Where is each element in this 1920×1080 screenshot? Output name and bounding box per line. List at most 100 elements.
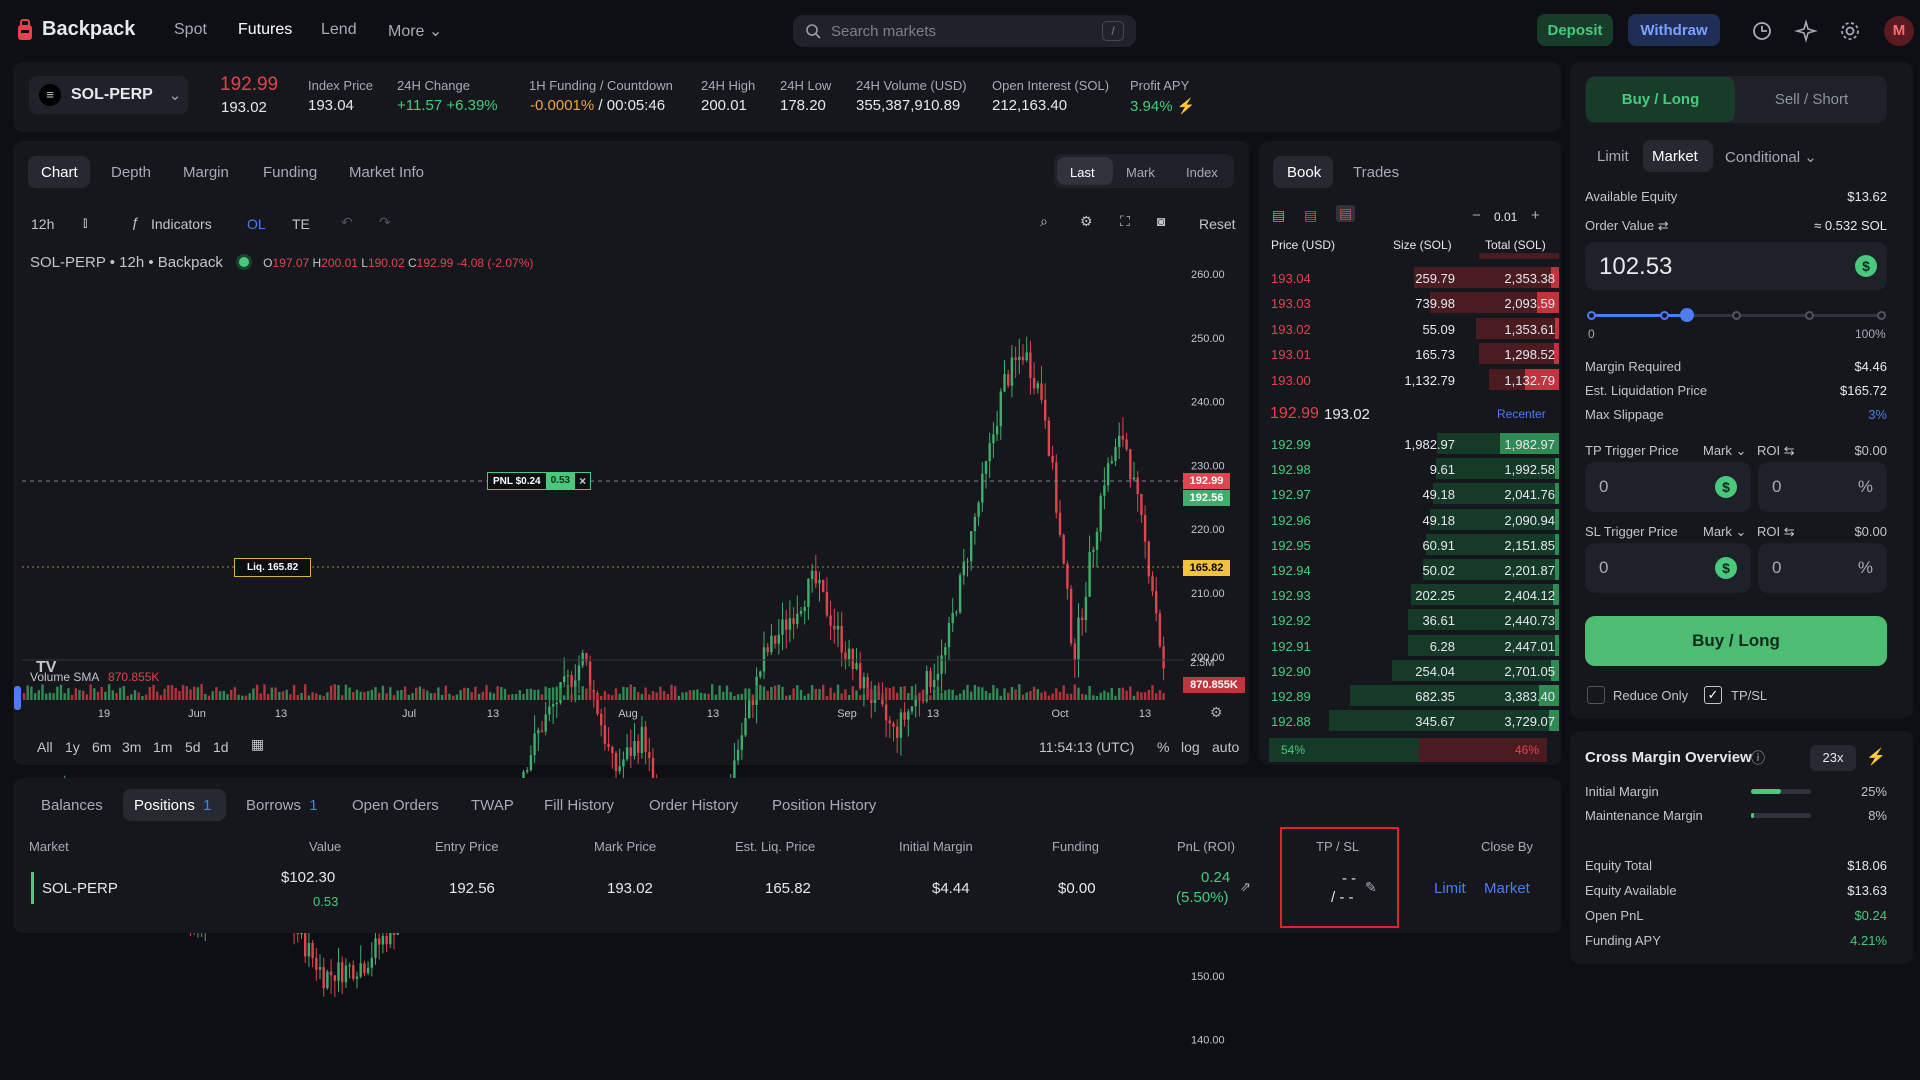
info-icon[interactable]: ⓘ (1751, 750, 1765, 766)
sl-mark-select[interactable]: Mark ⌄ (1703, 524, 1746, 540)
bid-row[interactable]: 192.89 682.35 3,383.40 (1269, 683, 1559, 707)
tick-size[interactable]: 0.01 (1494, 210, 1518, 224)
size-slider-handle[interactable] (1679, 308, 1694, 322)
scroll-handle[interactable] (14, 686, 21, 710)
submit-buy-button[interactable]: Buy / Long (1585, 616, 1887, 666)
book-both-icon[interactable]: ▤ (1272, 207, 1286, 223)
bid-row[interactable]: 192.90 254.04 2,701.05 (1269, 658, 1559, 682)
nav-futures[interactable]: Futures (238, 21, 293, 38)
tab-margin[interactable]: Margin (183, 164, 229, 181)
leverage-button[interactable]: 23x (1810, 745, 1856, 771)
te-button[interactable]: TE (292, 216, 310, 232)
type-market[interactable]: Market (1652, 148, 1698, 165)
withdraw-button[interactable]: Withdraw (1628, 14, 1720, 46)
range-all[interactable]: All (37, 739, 53, 755)
history-icon[interactable] (1750, 19, 1774, 43)
lightning-icon[interactable]: ⚡ (1866, 749, 1886, 766)
undo-icon[interactable]: ↶ (341, 214, 353, 230)
sparkle-icon[interactable] (1794, 19, 1818, 43)
bid-row[interactable]: 192.91 6.28 2,447.01 (1269, 633, 1559, 657)
bid-row[interactable]: 192.96 49.18 2,090.94 (1269, 507, 1559, 531)
ask-row[interactable]: 193.02 55.09 1,353.61 (1269, 316, 1559, 340)
deposit-button[interactable]: Deposit (1537, 14, 1613, 46)
swap-icon[interactable]: ⇄ (1657, 218, 1669, 233)
brand-logo[interactable]: Backpack (16, 18, 135, 41)
recenter-button[interactable]: Recenter (1497, 407, 1546, 421)
bid-row[interactable]: 192.98 9.61 1,992.58 (1269, 456, 1559, 480)
tp-roi-toggle[interactable]: ROI ⇆ (1757, 443, 1795, 459)
price-mode-mark[interactable]: Mark (1126, 165, 1155, 180)
sell-short-toggle[interactable]: Sell / Short (1774, 91, 1849, 108)
zoom-icon[interactable]: ⌕ (1040, 213, 1048, 229)
slider-tick[interactable] (1659, 311, 1669, 320)
reset-button[interactable]: Reset (1199, 216, 1236, 232)
row-market[interactable]: SOL-PERP (42, 880, 118, 897)
gear-icon[interactable] (1838, 19, 1862, 43)
book-bids-icon[interactable]: ▤ (1336, 205, 1356, 222)
close-icon[interactable]: × (579, 474, 587, 488)
tab-chart[interactable]: Chart (41, 164, 78, 181)
pnl-tag[interactable]: PNL $0.24 0.53 × (487, 472, 592, 490)
buy-long-toggle[interactable]: Buy / Long (1586, 77, 1735, 122)
edit-icon[interactable]: ✎ (1365, 879, 1377, 895)
bid-row[interactable]: 192.94 50.02 2,201.87 (1269, 557, 1559, 581)
plus-icon[interactable]: + (1531, 207, 1540, 224)
share-icon[interactable]: ⇗ (1240, 879, 1251, 894)
interval-button[interactable]: 12h (31, 216, 55, 232)
sl-price-input[interactable]: 0 $ (1585, 543, 1751, 593)
ask-row[interactable]: 193.03 739.98 2,093.59 (1269, 290, 1559, 314)
tp-roi-input[interactable]: 0 % (1758, 462, 1887, 512)
calendar-icon[interactable]: ▦ (251, 736, 265, 752)
ask-row[interactable]: 193.01 165.73 1,298.52 (1269, 341, 1559, 365)
type-limit[interactable]: Limit (1597, 148, 1629, 165)
tab-order-history[interactable]: Order History (649, 797, 739, 814)
dollar-icon[interactable]: $ (1855, 255, 1877, 277)
indicators-button[interactable]: Indicators (151, 216, 212, 232)
sl-roi-input[interactable]: 0 % (1758, 543, 1887, 593)
tradingview-logo[interactable]: TV (36, 659, 57, 676)
max-slippage-value[interactable]: 3% (1868, 407, 1887, 422)
range-1y[interactable]: 1y (65, 739, 80, 755)
tab-depth[interactable]: Depth (111, 164, 152, 181)
candle-type-icon[interactable]: ⫾ (83, 214, 88, 230)
type-conditional[interactable]: Conditional ⌄ (1725, 148, 1817, 166)
price-mode-last[interactable]: Last (1070, 165, 1095, 180)
tab-twap[interactable]: TWAP (471, 797, 514, 814)
camera-icon[interactable]: ◙ (1157, 213, 1166, 229)
range-5d[interactable]: 5d (185, 739, 201, 755)
redo-icon[interactable]: ↷ (379, 214, 391, 230)
search-input[interactable]: Search markets / (793, 15, 1136, 47)
tab-borrows[interactable]: Borrows 1 (246, 797, 318, 814)
auto-toggle[interactable]: auto (1212, 739, 1240, 755)
slider-tick[interactable] (1804, 311, 1814, 320)
tab-book[interactable]: Book (1287, 164, 1322, 181)
bid-row[interactable]: 192.99 1,982.97 1,982.97 (1269, 431, 1559, 455)
bid-row[interactable]: 192.95 60.91 2,151.85 (1269, 532, 1559, 556)
ask-row[interactable]: 193.00 1,132.79 1,132.79 (1269, 367, 1559, 391)
range-1m[interactable]: 1m (153, 739, 173, 755)
bid-row[interactable]: 192.92 36.61 2,440.73 (1269, 607, 1559, 631)
tab-market-info[interactable]: Market Info (349, 164, 425, 181)
tab-position-history[interactable]: Position History (772, 797, 877, 814)
bid-row[interactable]: 192.93 202.25 2,404.12 (1269, 582, 1559, 606)
bid-row[interactable]: 192.88 345.67 3,729.07 (1269, 708, 1559, 732)
avatar[interactable]: M (1884, 16, 1914, 46)
tab-open-orders[interactable]: Open Orders (352, 797, 439, 814)
minus-icon[interactable]: − (1472, 207, 1481, 224)
slider-tick[interactable] (1587, 311, 1596, 320)
bid-row[interactable]: 192.97 49.18 2,041.76 (1269, 481, 1559, 505)
range-6m[interactable]: 6m (92, 739, 112, 755)
sl-roi-toggle[interactable]: ROI ⇆ (1757, 524, 1795, 540)
nav-spot[interactable]: Spot (174, 21, 207, 38)
close-market-button[interactable]: Market (1484, 880, 1530, 897)
settings-icon[interactable]: ⚙ (1080, 213, 1093, 229)
nav-more[interactable]: More ⌄ (388, 21, 442, 41)
tab-trades[interactable]: Trades (1353, 164, 1400, 181)
tab-funding[interactable]: Funding (263, 164, 318, 181)
axis-settings-icon[interactable]: ⚙ (1210, 704, 1223, 720)
reduce-only-checkbox[interactable] (1587, 686, 1605, 704)
market-selector[interactable]: ≡ SOL-PERP ⌄ (29, 76, 188, 114)
amount-input[interactable]: 102.53 $ (1585, 242, 1887, 290)
percent-toggle[interactable]: % (1157, 739, 1170, 755)
ask-row[interactable]: 193.04 259.79 2,353.38 (1269, 265, 1559, 289)
